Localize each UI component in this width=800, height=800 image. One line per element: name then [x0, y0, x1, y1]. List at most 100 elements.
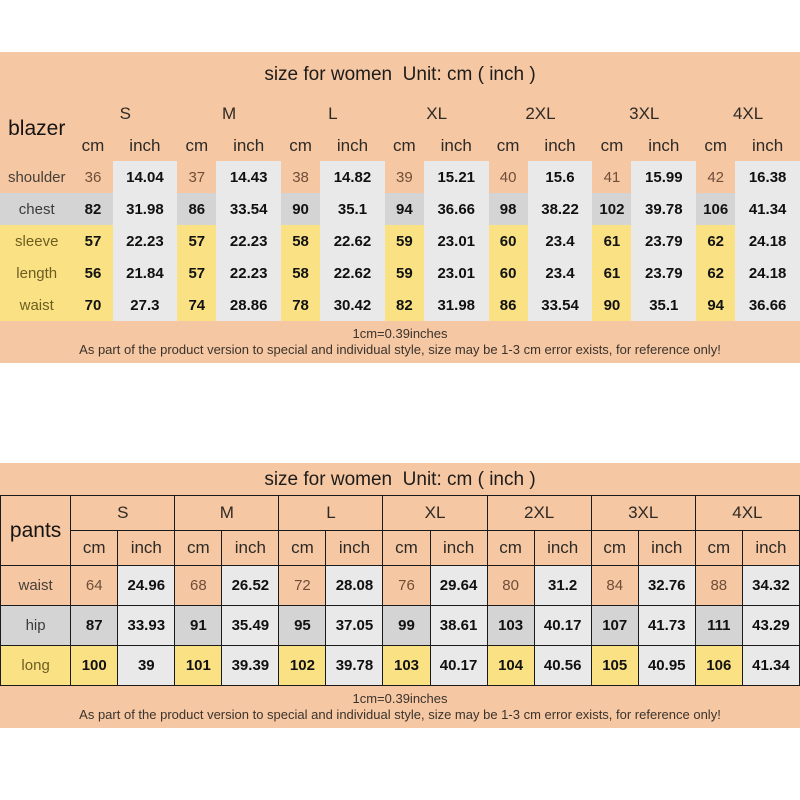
unit-header-cm: cm	[174, 530, 223, 566]
inch-value: 28.86	[216, 289, 282, 321]
inch-value: 39.39	[221, 645, 280, 686]
size-header-xl: XL	[384, 96, 489, 131]
inch-value: 29.64	[429, 565, 488, 606]
inch-value: 28.08	[325, 565, 384, 606]
size-header-4xl: 4XL	[696, 96, 800, 131]
blazer-chart-notes: 1cm=0.39inches As part of the product ve…	[0, 321, 800, 363]
inch-value: 23.79	[631, 257, 697, 289]
cm-value: 36	[84, 168, 102, 186]
inch-value: 39.78	[325, 645, 384, 686]
inch-value: 40.56	[533, 645, 592, 686]
cm-value: 64	[70, 565, 119, 606]
cm-value: 76	[382, 565, 431, 606]
inch-value: 32.76	[637, 565, 696, 606]
unit-header-cm: cm	[278, 530, 327, 566]
cm-value: 59	[396, 232, 413, 250]
cm-value: 105	[590, 645, 639, 686]
unit-header-inch: inch	[637, 530, 696, 566]
cm-value: 61	[603, 264, 621, 282]
inch-value: 33.93	[117, 605, 176, 646]
garment-label-blazer: blazer	[0, 96, 74, 161]
inch-value: 23.4	[527, 225, 593, 257]
inch-value: 40.17	[429, 645, 488, 686]
pants-chart-title: size for women Unit: cm ( inch )	[0, 463, 800, 495]
cm-value: 88	[694, 565, 743, 606]
inch-value: 40.95	[637, 645, 696, 686]
unit-header-cm: cm	[281, 131, 321, 161]
inch-value: 22.62	[320, 225, 385, 257]
cm-value: 74	[188, 296, 206, 314]
cm-value: 86	[499, 296, 517, 314]
inch-value: 39.78	[631, 193, 697, 225]
cm-value: 82	[396, 296, 413, 314]
cm-value: 94	[707, 296, 725, 314]
cm-value: 58	[292, 232, 309, 250]
size-header-s: S	[70, 495, 176, 531]
unit-header-inch: inch	[325, 530, 384, 566]
cm-value: 102	[278, 645, 327, 686]
inch-value: 22.23	[216, 257, 282, 289]
inch-value: 22.23	[216, 225, 282, 257]
cm-value: 70	[84, 296, 102, 314]
size-header-3xl: 3XL	[592, 96, 697, 131]
measurement-row-chest: chest 82 31.98 86 33.54 90 35.1 94 36.66 98 38.22 1…	[0, 193, 800, 225]
cm-value: 72	[278, 565, 327, 606]
row-label-length: length	[16, 264, 58, 282]
size-header-m: M	[177, 96, 282, 131]
cm-value: 101	[174, 645, 223, 686]
inch-value: 39	[117, 645, 176, 686]
cm-value: 41	[603, 168, 621, 186]
pants-size-table: pants S M L XL 2XL 3XL 4XL cm inch cm inch cm inch cm i…	[0, 495, 800, 686]
measurement-row-length: length 56 21.84 57 22.23 58 22.62 59 23.01 60 23.4…	[0, 257, 800, 289]
size-header-xl: XL	[382, 495, 488, 531]
size-header-2xl: 2XL	[488, 96, 593, 131]
measurement-row-sleeve: sleeve 57 22.23 57 22.23 58 22.62 59 23.01 60 23.4…	[0, 225, 800, 257]
cm-value: 107	[590, 605, 639, 646]
inch-value: 38.61	[429, 605, 488, 646]
size-header-2xl: 2XL	[486, 495, 592, 531]
cm-value: 57	[188, 264, 206, 282]
size-header-l: L	[281, 96, 385, 131]
size-header-l: L	[278, 495, 384, 531]
unit-header-inch: inch	[117, 530, 176, 566]
conversion-note: 1cm=0.39inches	[352, 326, 448, 341]
size-header-3xl: 3XL	[590, 495, 696, 531]
inch-value: 41.34	[735, 193, 800, 225]
inch-value: 33.54	[216, 193, 282, 225]
unit-header-inch: inch	[735, 131, 800, 161]
cm-value: 106	[703, 200, 729, 218]
cm-value: 87	[70, 605, 119, 646]
inch-value: 31.2	[533, 565, 592, 606]
unit-header-cm: cm	[177, 131, 217, 161]
row-label-shoulder: shoulder	[7, 168, 66, 186]
unit-header-inch: inch	[741, 530, 800, 566]
row-label-waist: waist	[19, 296, 54, 314]
disclaimer-note: As part of the product version to specia…	[79, 342, 721, 357]
unit-header-inch: inch	[112, 131, 178, 161]
cm-value: 39	[396, 168, 413, 186]
cm-value: 102	[599, 200, 625, 218]
row-label-chest: chest	[18, 200, 55, 218]
unit-header-cm: cm	[70, 530, 119, 566]
cm-value: 62	[707, 264, 725, 282]
cm-value: 37	[188, 168, 206, 186]
size-header-m: M	[174, 495, 280, 531]
unit-header-cm: cm	[696, 131, 736, 161]
unit-header-inch: inch	[216, 131, 282, 161]
cm-value: 57	[188, 232, 206, 250]
cm-value: 60	[499, 264, 517, 282]
inch-value: 15.6	[527, 161, 593, 193]
cm-value: 38	[292, 168, 309, 186]
cm-value: 106	[694, 645, 743, 686]
cm-value: 82	[84, 200, 102, 218]
cm-value: 98	[499, 200, 517, 218]
unit-header-cm: cm	[486, 530, 535, 566]
cm-value: 86	[188, 200, 206, 218]
unit-header-inch: inch	[533, 530, 592, 566]
inch-value: 23.79	[631, 225, 697, 257]
inch-value: 34.32	[741, 565, 800, 606]
unit-header-inch: inch	[221, 530, 280, 566]
inch-value: 23.01	[423, 225, 489, 257]
cm-value: 90	[603, 296, 621, 314]
